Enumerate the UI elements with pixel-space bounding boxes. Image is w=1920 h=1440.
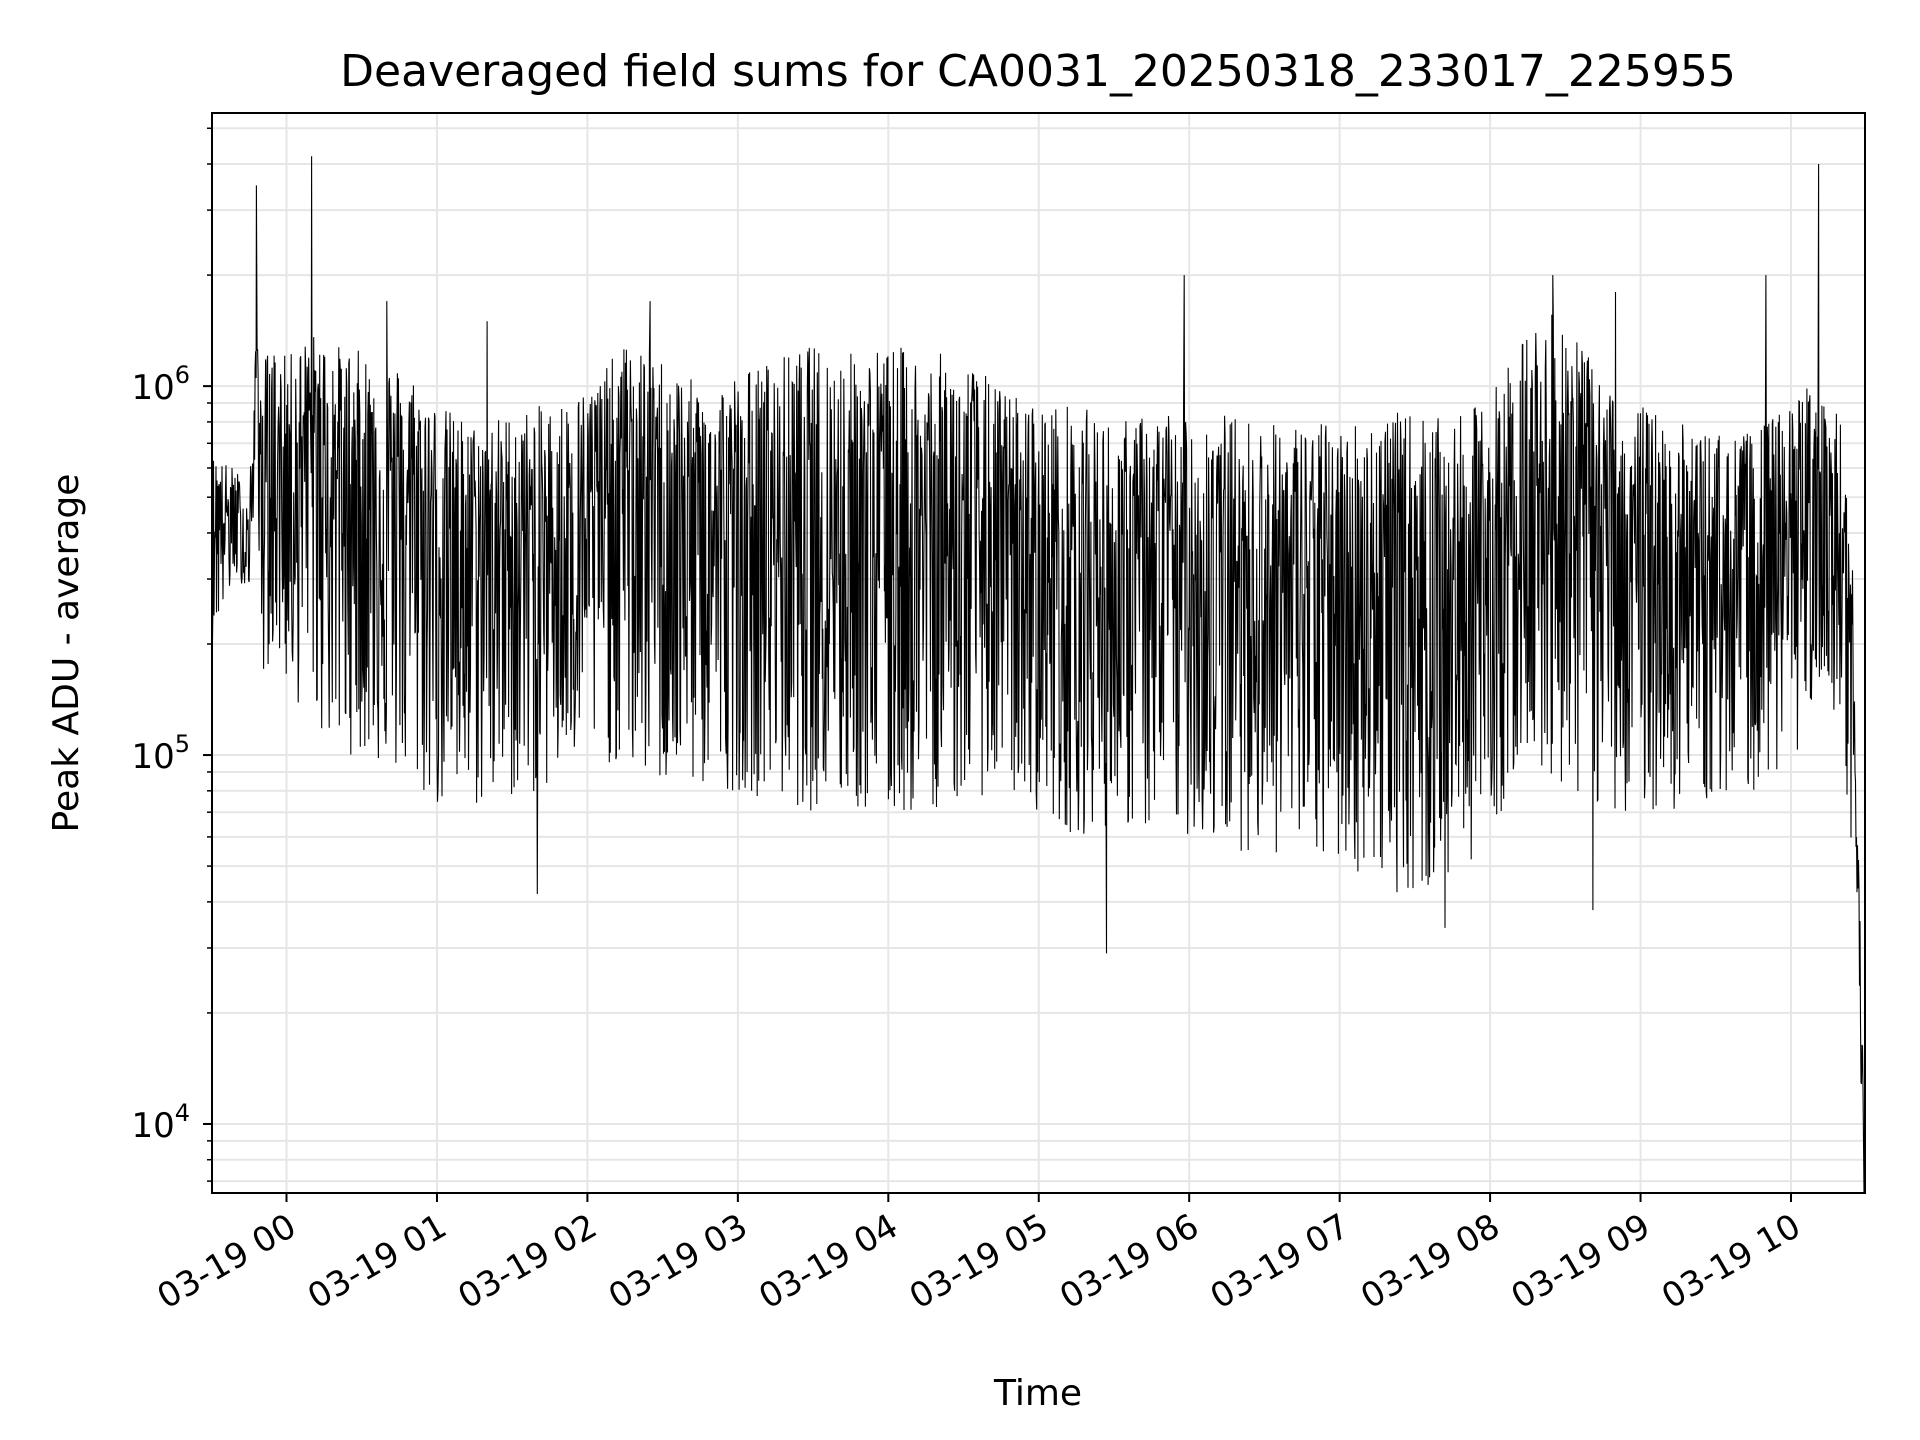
y-tick-label: 106 [131, 361, 190, 408]
series-line [211, 156, 1866, 1194]
y-axis: 104 105 106 [131, 127, 212, 1182]
chart-title: Deaveraged field sums for CA0031_2025031… [340, 46, 1736, 97]
y-axis-label: Peak ADU - average [46, 474, 87, 833]
y-tick-label: 104 [131, 1099, 190, 1146]
plot-area [211, 156, 1866, 1194]
x-axis-label: Time [993, 1373, 1082, 1414]
y-tick-label: 105 [131, 730, 190, 777]
